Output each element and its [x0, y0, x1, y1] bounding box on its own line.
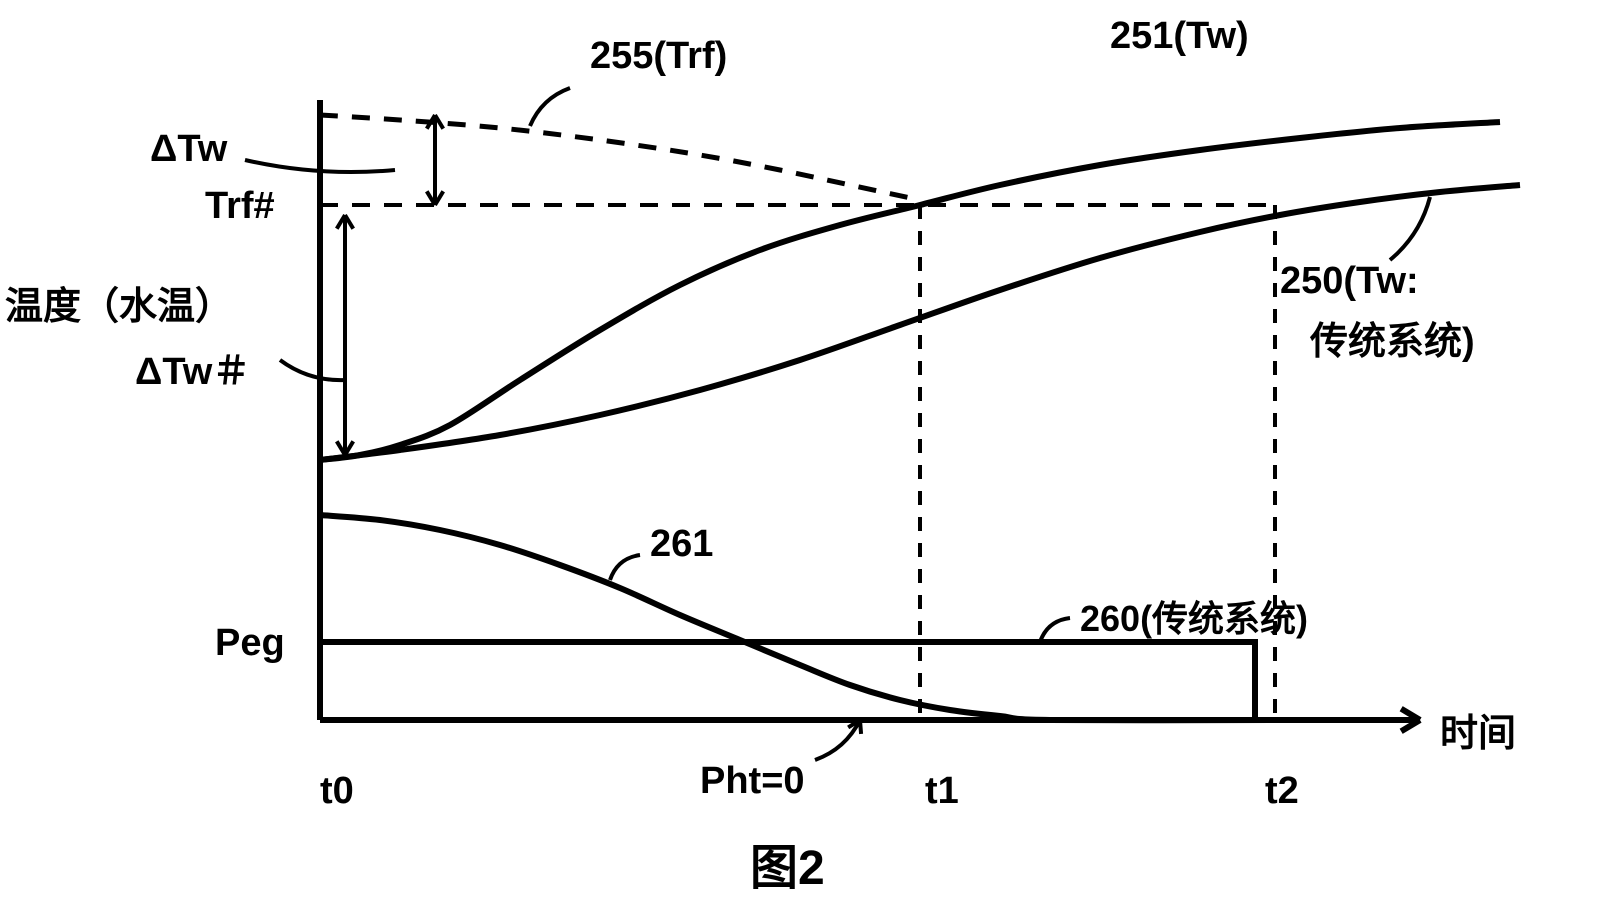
label-t1: t1 [925, 770, 959, 813]
label-t2: t2 [1265, 770, 1299, 813]
label-delta-tw-hash: ΔTw＃ [135, 340, 250, 395]
label-trf-hash: Trf# [205, 185, 275, 228]
label-255: 255(Trf) [590, 35, 727, 78]
figure-caption: 图2 [750, 828, 825, 898]
figure-container: 255(Trf) 251(Tw) ΔTw Trf# 温度（水温） ΔTw＃ Pe… [0, 0, 1621, 889]
label-251: 251(Tw) [1110, 15, 1249, 58]
x-axis-label: 时间 [1440, 702, 1516, 757]
plot-svg [0, 0, 1621, 889]
y-axis-label: 温度（水温） [5, 275, 233, 330]
label-delta-tw: ΔTw [150, 128, 227, 171]
label-261: 261 [650, 523, 713, 566]
label-t0: t0 [320, 770, 354, 813]
label-250-line2: 传统系统) [1310, 310, 1475, 365]
label-260: 260(传统系统) [1080, 590, 1308, 642]
label-pht: Pht=0 [700, 760, 805, 803]
label-250-line1: 250(Tw: [1280, 260, 1419, 303]
label-peg: Peg [215, 622, 285, 665]
